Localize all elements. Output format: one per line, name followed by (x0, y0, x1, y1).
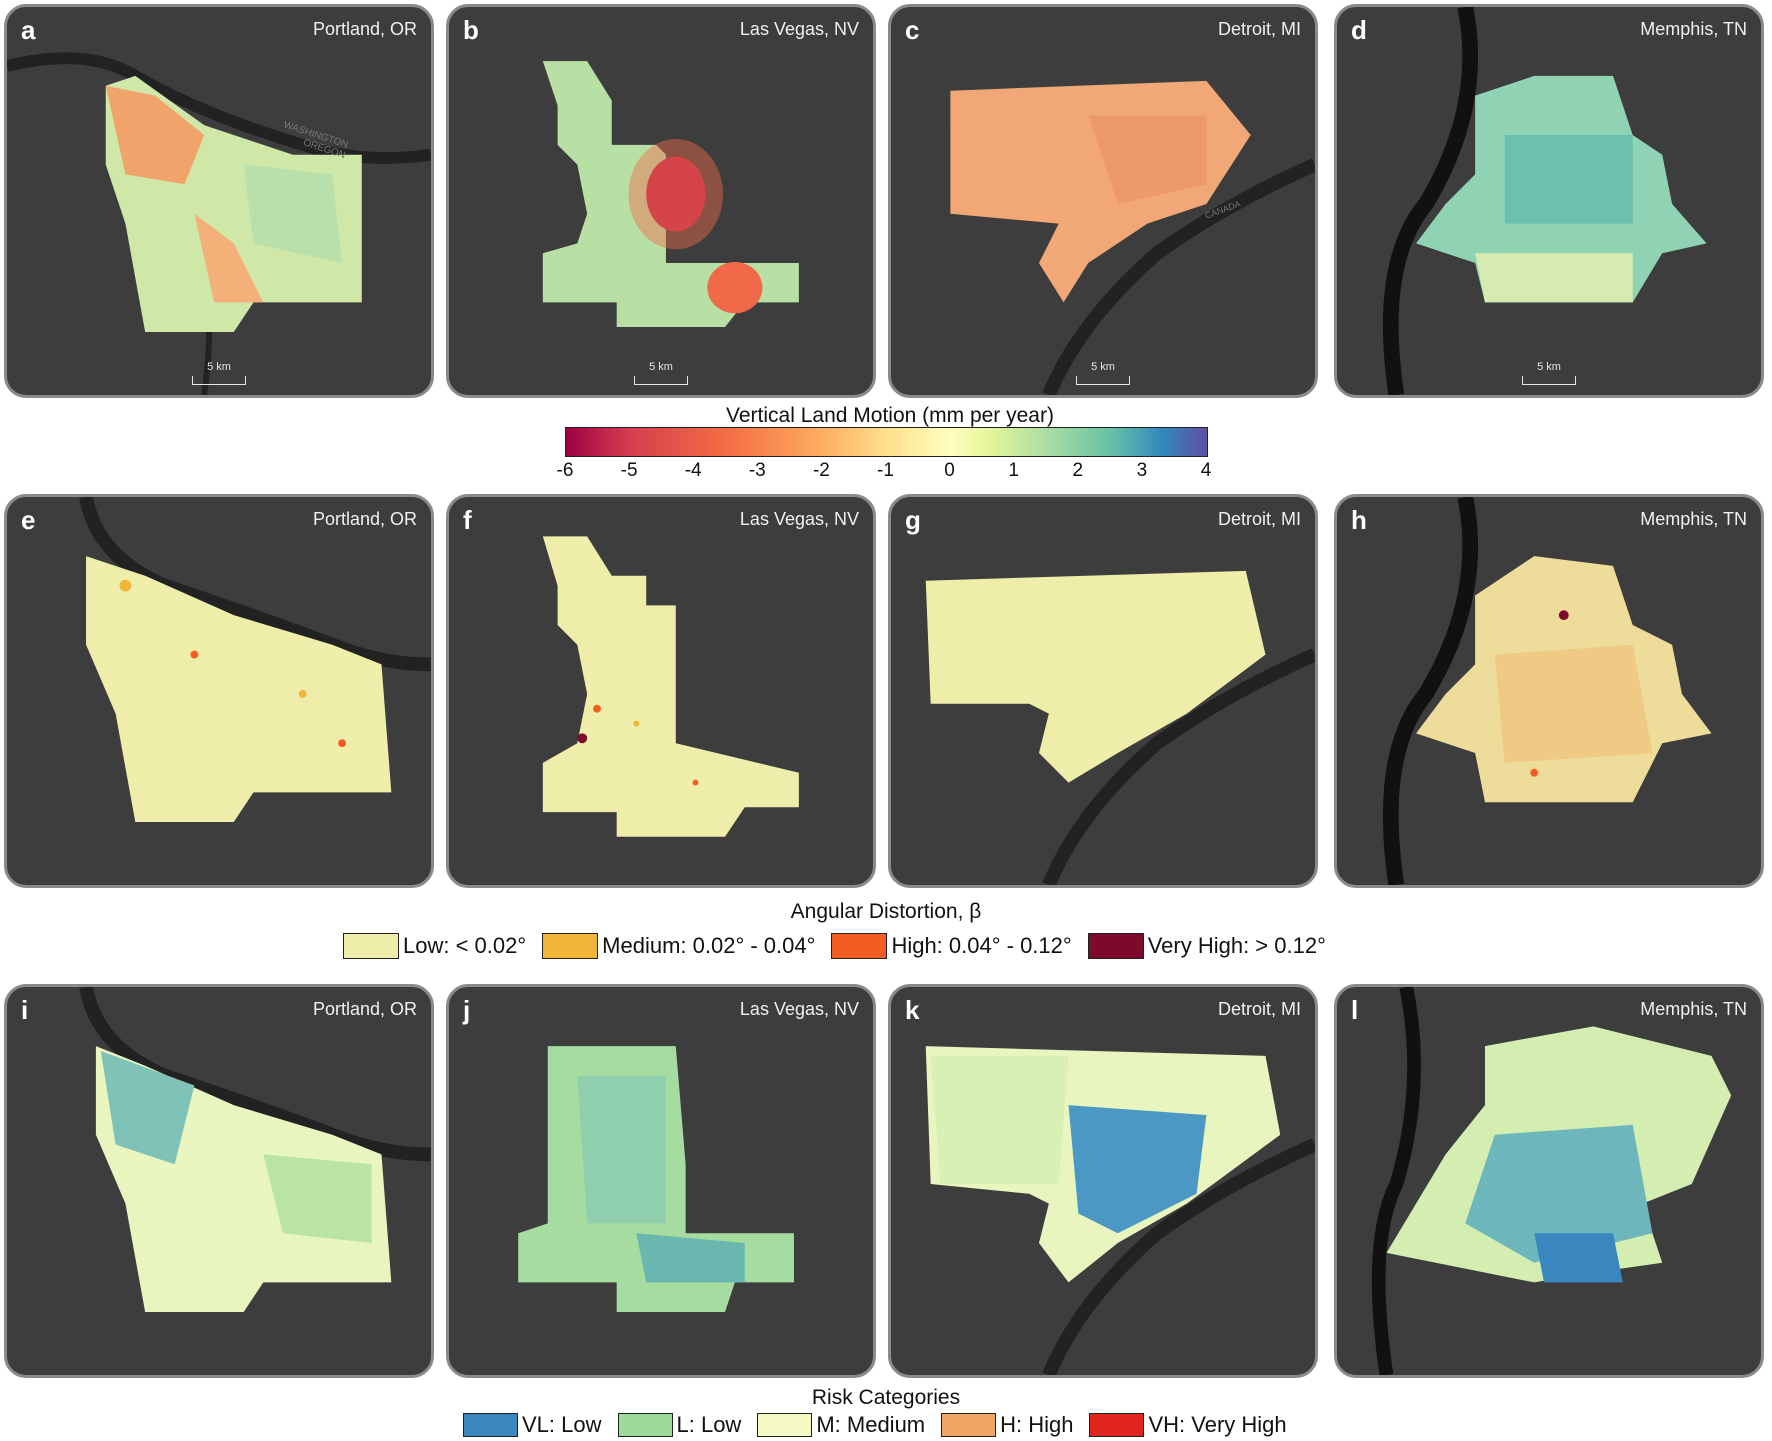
vlm-map-las-vegas (542, 61, 799, 328)
legend-item-medium: Medium: 0.02° - 0.04° (542, 933, 815, 959)
panel-letter: d (1351, 15, 1367, 45)
panel-d: d Memphis, TN 5 km (1334, 4, 1764, 398)
ad-map-memphis (1382, 497, 1712, 885)
colorbar-tick-label: -3 (748, 460, 766, 481)
panel-c: CANADA c Detroit, MI 5 km (888, 4, 1318, 398)
panel-k: k Detroit, MI (888, 984, 1318, 1378)
panel-city: Detroit, MI (1217, 999, 1301, 1019)
panel-letter: k (905, 995, 920, 1025)
panel-letter: i (21, 995, 29, 1025)
legend-item-vl: VL: Low (463, 1412, 602, 1438)
colorbar-tick-label: 1 (1008, 460, 1019, 481)
colorbar-tick-label: -2 (812, 460, 830, 481)
colorbar-tick-label: 3 (1136, 460, 1148, 481)
panel-city: Portland, OR (312, 999, 417, 1019)
panel-city: Detroit, MI (1217, 19, 1301, 39)
angular-legend: Low: < 0.02° Medium: 0.02° - 0.04° High:… (343, 931, 1342, 961)
panel-letter: e (21, 505, 36, 535)
panel-city: Las Vegas, NV (739, 509, 859, 529)
panel-city: Las Vegas, NV (739, 999, 859, 1019)
scale-bar: 5 km (1076, 361, 1130, 385)
legend-item-low: Low: < 0.02° (343, 933, 526, 959)
colorbar-tick-label: 2 (1072, 460, 1084, 481)
colorbar-tick-label: -1 (877, 460, 894, 481)
panel-letter: j (463, 995, 471, 1025)
legend-item-l: L: Low (617, 1412, 741, 1438)
ad-map-las-vegas (542, 536, 799, 837)
panel-letter: h (1351, 505, 1367, 535)
panel-city: Memphis, TN (1640, 999, 1747, 1019)
legend-item-m: M: Medium (757, 1412, 925, 1438)
risk-legend: VL: Low L: Low M: Medium H: High VH: Ver… (463, 1411, 1303, 1439)
panel-city: Memphis, TN (1640, 509, 1747, 529)
panel-city: Portland, OR (312, 19, 417, 39)
colorbar-tick-label: -5 (620, 460, 638, 481)
legend-item-very-high: Very High: > 0.12° (1087, 933, 1326, 959)
panel-letter: f (463, 505, 472, 535)
panel-a: WASHINGTON OREGON a Portland, OR 5 km (4, 4, 434, 398)
colorbar-tick-label: 4 (1200, 460, 1212, 481)
risk-map-detroit (925, 1046, 1315, 1375)
scale-bar: 5 km (192, 361, 246, 385)
ad-map-portland (79, 497, 431, 822)
colorbar-tick-label: -4 (684, 460, 702, 481)
panel-city: Portland, OR (312, 509, 417, 529)
panel-city: Detroit, MI (1217, 509, 1301, 529)
panel-e: e Portland, OR (4, 494, 434, 888)
panel-f: f Las Vegas, NV (446, 494, 876, 888)
panel-letter: b (463, 15, 479, 45)
ad-map-detroit (925, 570, 1315, 885)
panel-letter: c (905, 15, 920, 45)
legend-item-h: H: High (941, 1412, 1073, 1438)
legend-item-high: High: 0.04° - 0.12° (831, 933, 1072, 959)
panel-letter: l (1351, 995, 1359, 1025)
risk-legend-title: Risk Categories (811, 1386, 961, 1409)
panel-l: l Memphis, TN (1334, 984, 1764, 1378)
panel-j: j Las Vegas, NV (446, 984, 876, 1378)
panel-h: h Memphis, TN (1334, 494, 1764, 888)
scale-bar: 5 km (1522, 361, 1576, 385)
panel-i: i Portland, OR (4, 984, 434, 1378)
scale-bar: 5 km (634, 361, 688, 385)
panel-letter: a (21, 15, 36, 45)
risk-map-portland (79, 987, 431, 1312)
panel-g: g Detroit, MI (888, 494, 1318, 888)
vlm-colorbar (565, 427, 1208, 457)
legend-item-vh: VH: Very High (1089, 1412, 1287, 1438)
colorbar-tick-label: -6 (556, 460, 574, 481)
panel-city: Las Vegas, NV (739, 19, 859, 39)
risk-map-memphis (1371, 987, 1732, 1375)
panel-b: b Las Vegas, NV 5 km (446, 4, 876, 398)
vlm-legend-title: Vertical Land Motion (mm per year) (726, 404, 1054, 427)
colorbar-tick-label: 0 (944, 460, 955, 481)
panel-city: Memphis, TN (1640, 19, 1747, 39)
angular-legend-title: Angular Distortion, β (790, 900, 982, 923)
vlm-map-detroit: CANADA (950, 80, 1315, 395)
risk-map-las-vegas (518, 1046, 794, 1312)
vlm-map-memphis (1382, 7, 1707, 395)
panel-letter: g (905, 505, 921, 535)
vlm-map-portland: WASHINGTON OREGON (7, 52, 431, 395)
